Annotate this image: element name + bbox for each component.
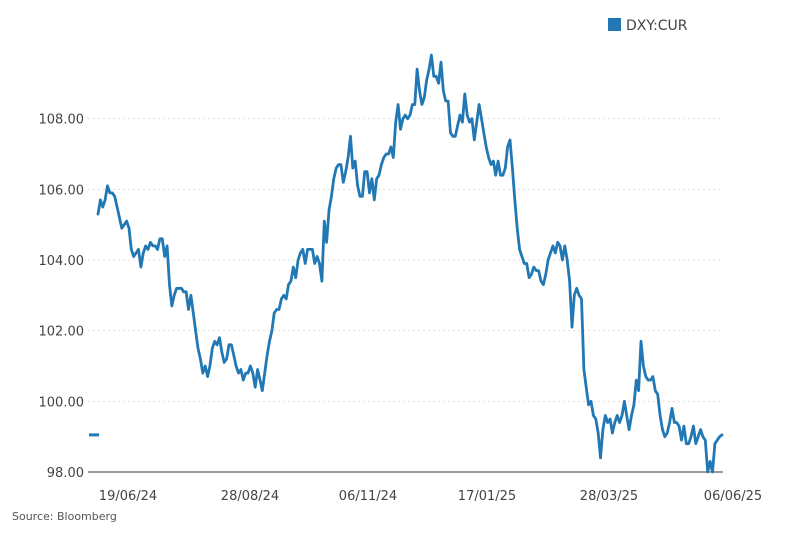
source-label: Source: Bloomberg	[12, 510, 117, 523]
x-tick-label: 06/06/25	[704, 489, 762, 504]
x-tick-label: 28/08/24	[221, 489, 279, 504]
legend-swatch	[608, 18, 621, 31]
y-tick-label: 98.00	[47, 466, 84, 481]
series-line-dxy	[96, 53, 724, 474]
y-tick-label: 102.00	[39, 325, 85, 340]
x-tick-label: 17/01/25	[458, 489, 516, 504]
legend-label: DXY:CUR	[626, 18, 688, 34]
gridlines	[88, 118, 723, 402]
x-tick-label: 28/03/25	[580, 489, 638, 504]
y-tick-label: 104.00	[39, 254, 85, 269]
legend: DXY:CUR	[608, 18, 688, 34]
y-axis-ticks: 98.00 100.00 102.00 104.00 106.00 108.00	[39, 113, 85, 481]
y-tick-label: 100.00	[39, 395, 85, 410]
y-tick-label: 108.00	[39, 113, 85, 128]
x-tick-label: 06/11/24	[339, 489, 397, 504]
y-tick-label: 106.00	[39, 183, 85, 198]
x-axis-ticks: 19/06/24 28/08/24 06/11/24 17/01/25 28/03/25…	[99, 489, 762, 504]
x-tick-label: 19/06/24	[99, 489, 157, 504]
